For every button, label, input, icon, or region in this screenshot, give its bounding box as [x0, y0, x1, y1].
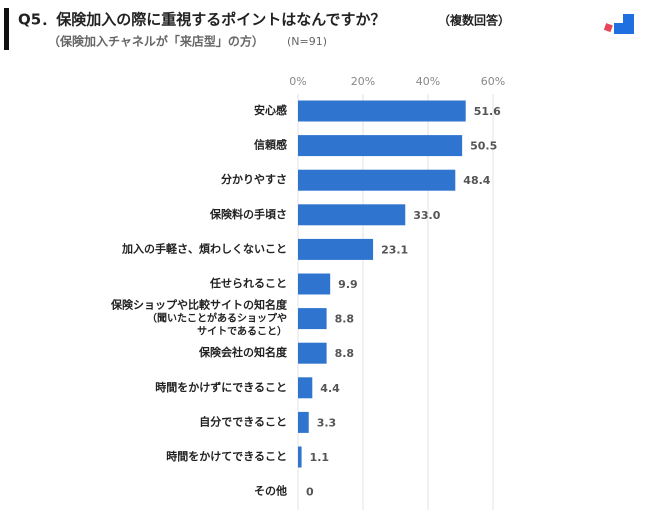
value-label: 0 — [306, 486, 314, 499]
category-label: 時間をかけずにできること — [155, 380, 287, 394]
value-label: 8.8 — [335, 347, 355, 360]
category-label: 時間をかけてできること — [166, 449, 287, 463]
title-accent — [4, 8, 9, 50]
title-note: （複数回答） — [438, 13, 510, 28]
value-label: 23.1 — [381, 243, 408, 256]
bar — [298, 377, 313, 399]
bar — [298, 135, 463, 157]
category-label: 任せられること — [209, 276, 287, 290]
bar — [298, 273, 331, 295]
bar — [298, 169, 456, 191]
bar — [298, 446, 302, 468]
bar — [298, 100, 466, 122]
x-tick-label: 40% — [416, 75, 440, 88]
value-label: 48.4 — [463, 174, 490, 187]
value-label: 8.8 — [335, 313, 355, 326]
bar — [298, 204, 406, 226]
value-label: 50.5 — [470, 140, 497, 153]
value-label: 3.3 — [317, 416, 337, 429]
value-label: 4.4 — [320, 382, 340, 395]
x-tick-label: 60% — [481, 75, 505, 88]
chart-subtitle: （保険加入チャネルが「来店型」の方） — [48, 34, 264, 49]
category-label: その他 — [254, 484, 287, 498]
category-label: 加入の手軽さ、煩わしくないこと — [121, 241, 287, 255]
x-tick-label: 20% — [351, 75, 375, 88]
category-label: 信頼感 — [254, 138, 287, 152]
category-label: 自分でできること — [199, 414, 287, 428]
category-label: 保険料の手頃さ — [209, 207, 287, 221]
bar — [298, 342, 327, 364]
category-label: 保険会社の知名度 — [198, 345, 288, 359]
bar — [298, 308, 327, 330]
bar — [298, 411, 309, 433]
sample-size: (N=91) — [287, 35, 327, 48]
logo — [603, 14, 634, 34]
chart-title: Q5．保険加入の際に重視するポイントはなんですか？ — [18, 11, 385, 29]
category-label: 安心感 — [254, 103, 287, 117]
category-label: 分かりやすさ — [221, 172, 287, 186]
value-label: 51.6 — [474, 105, 501, 118]
x-tick-label: 0% — [289, 75, 306, 88]
category-label: 保険ショップや比較サイトの知名度（聞いたことがあるショップやサイトであること） — [110, 298, 288, 338]
value-label: 9.9 — [338, 278, 358, 291]
bar — [298, 238, 374, 260]
value-label: 33.0 — [413, 209, 440, 222]
value-label: 1.1 — [310, 451, 330, 464]
